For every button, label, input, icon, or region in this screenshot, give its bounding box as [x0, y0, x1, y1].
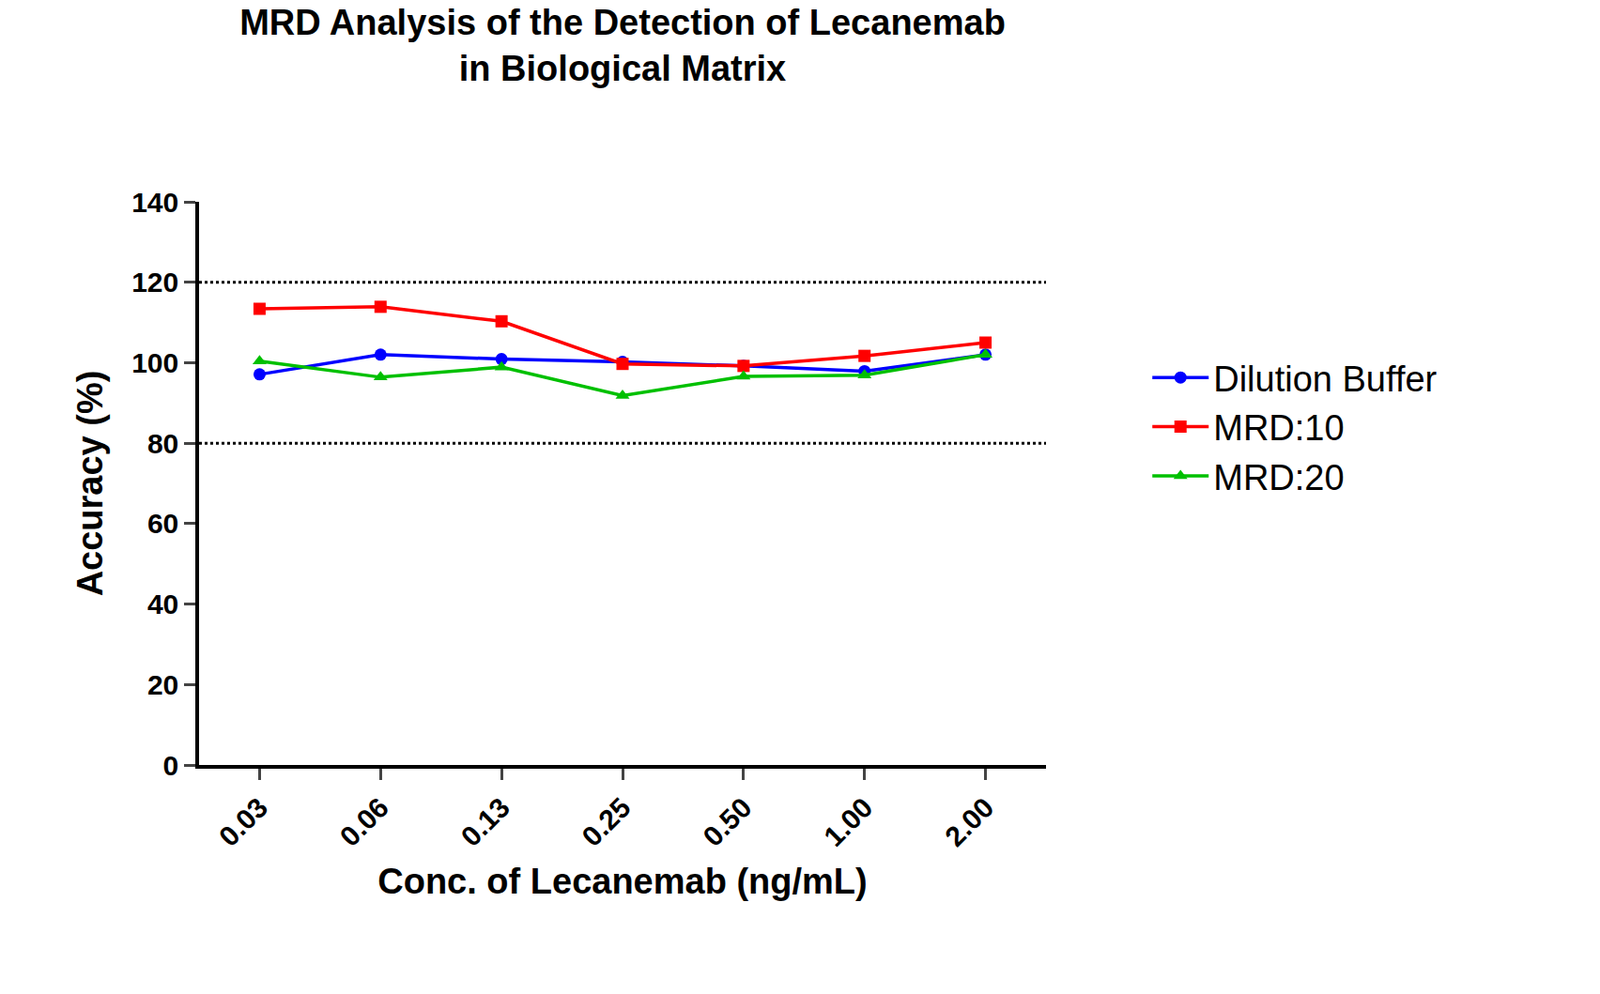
svg-text:100: 100: [131, 347, 179, 379]
svg-text:MRD Analysis of the Detection: MRD Analysis of the Detection of Lecanem…: [239, 2, 1006, 89]
svg-text:0.25: 0.25: [575, 791, 637, 853]
svg-text:0.13: 0.13: [454, 791, 516, 853]
svg-text:0.03: 0.03: [213, 791, 275, 853]
svg-text:MRD:10: MRD:10: [1213, 408, 1344, 448]
svg-text:140: 140: [131, 186, 179, 218]
svg-text:0.50: 0.50: [696, 791, 758, 853]
svg-text:Accuracy (%): Accuracy (%): [70, 370, 110, 598]
svg-text:20: 20: [147, 669, 179, 701]
svg-text:2.00: 2.00: [938, 791, 1000, 853]
svg-text:0: 0: [163, 750, 180, 782]
svg-text:80: 80: [147, 428, 179, 460]
svg-text:MRD:20: MRD:20: [1213, 458, 1344, 498]
svg-text:120: 120: [131, 266, 179, 298]
svg-text:Dilution Buffer: Dilution Buffer: [1213, 359, 1437, 400]
svg-text:0.06: 0.06: [334, 791, 396, 853]
svg-text:60: 60: [147, 507, 179, 539]
svg-text:40: 40: [147, 588, 179, 620]
svg-text:Conc. of Lecanemab (ng/mL): Conc. of Lecanemab (ng/mL): [377, 861, 867, 902]
svg-text:1.00: 1.00: [817, 791, 879, 853]
